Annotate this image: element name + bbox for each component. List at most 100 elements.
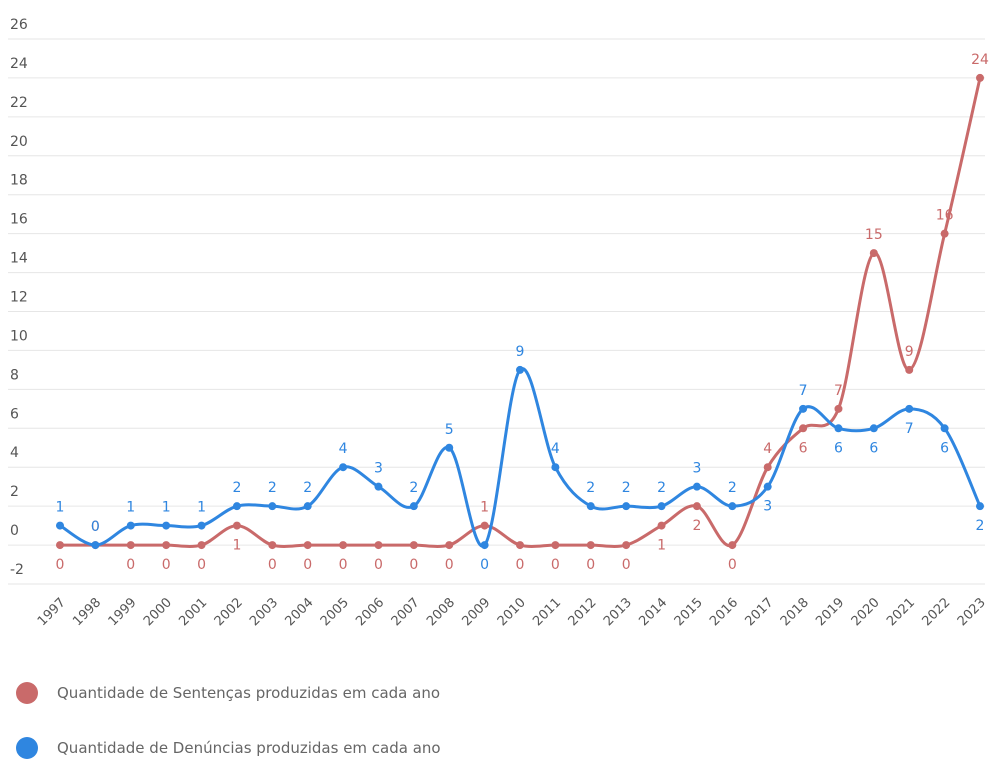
data-label: 0	[197, 557, 206, 573]
x-tick-label: 2007	[389, 595, 423, 629]
data-label: 1	[126, 500, 135, 516]
data-point	[374, 482, 383, 491]
data-label: 0	[622, 557, 631, 573]
data-point	[728, 541, 737, 550]
data-label: 5	[445, 422, 454, 438]
data-point	[905, 404, 914, 413]
data-point	[976, 73, 984, 82]
x-tick-label: 2009	[459, 595, 493, 629]
x-tick-label: 2022	[919, 595, 953, 629]
data-point	[197, 541, 206, 550]
data-point	[586, 502, 595, 511]
data-point	[303, 502, 312, 511]
data-point	[91, 541, 100, 550]
data-label: 0	[728, 557, 737, 573]
data-point	[268, 502, 277, 511]
data-point	[834, 424, 843, 433]
data-label: 0	[409, 557, 418, 573]
data-point	[728, 502, 737, 511]
data-point	[445, 443, 454, 452]
x-tick-label: 2001	[176, 595, 210, 629]
x-tick-label: 2013	[601, 595, 635, 629]
data-label: 0	[374, 557, 383, 573]
x-tick-label: 2020	[849, 595, 883, 629]
legend-marker	[16, 737, 38, 759]
y-tick-label: 14	[10, 251, 28, 267]
legend-label: Quantidade de Sentenças produzidas em ca…	[57, 684, 440, 702]
data-point	[692, 482, 701, 491]
data-label: 3	[374, 461, 383, 477]
data-label: 6	[799, 440, 808, 456]
data-label: 1	[197, 500, 206, 516]
data-label: 2	[303, 480, 312, 496]
data-point	[409, 541, 418, 550]
data-point	[905, 365, 914, 374]
data-label: 2	[622, 480, 631, 496]
data-label: 1	[480, 500, 489, 516]
data-label: 3	[763, 499, 772, 515]
x-tick-label: 1998	[70, 595, 104, 629]
data-point	[374, 541, 383, 550]
data-point	[126, 541, 135, 550]
y-tick-label: 4	[10, 445, 19, 461]
data-label: 16	[936, 208, 954, 224]
data-point	[622, 541, 631, 550]
y-tick-label: 20	[10, 134, 28, 150]
data-label: 2	[728, 480, 737, 496]
y-tick-label: -2	[10, 562, 24, 578]
y-tick-label: 8	[10, 367, 19, 383]
data-label: 2	[409, 480, 418, 496]
x-tick-label: 2008	[424, 595, 458, 629]
y-tick-label: 0	[10, 523, 19, 539]
data-label: 0	[480, 557, 489, 573]
y-tick-label: 26	[10, 17, 28, 33]
data-point	[586, 541, 595, 550]
y-tick-label: 16	[10, 212, 28, 228]
data-point	[339, 463, 348, 472]
x-tick-label: 2003	[247, 595, 281, 629]
x-tick-label: 2018	[778, 595, 812, 629]
data-point	[232, 502, 241, 511]
data-point	[869, 424, 878, 433]
x-tick-label: 2004	[283, 595, 317, 629]
x-tick-label: 2005	[318, 595, 352, 629]
x-tick-label: 2012	[566, 595, 600, 629]
data-point	[445, 541, 454, 550]
data-point	[162, 521, 171, 530]
data-point	[480, 521, 489, 530]
data-label: 0	[339, 557, 348, 573]
data-label: 0	[126, 557, 135, 573]
data-point	[516, 541, 524, 550]
data-label: 2	[586, 480, 595, 496]
x-tick-label: 1997	[35, 595, 69, 629]
data-label: 1	[162, 500, 171, 516]
data-point	[232, 521, 241, 530]
data-label: 0	[586, 557, 595, 573]
data-label: 2	[268, 480, 277, 496]
x-tick-label: 2017	[743, 595, 777, 629]
data-point	[516, 365, 524, 374]
x-tick-label: 2002	[212, 595, 246, 629]
data-label: 1	[657, 538, 666, 554]
data-point	[763, 482, 772, 491]
data-label: 7	[905, 421, 914, 437]
data-label: 4	[551, 441, 560, 457]
data-label: 9	[516, 344, 525, 360]
x-tick-label: 2015	[672, 595, 706, 629]
x-tick-label: 2023	[955, 595, 989, 629]
y-tick-label: 10	[10, 328, 28, 344]
data-label: 0	[268, 557, 277, 573]
data-label: 1	[232, 538, 241, 554]
data-point	[657, 502, 666, 511]
data-point	[657, 521, 666, 530]
data-point	[268, 541, 277, 550]
data-point	[551, 541, 560, 550]
data-label: 6	[869, 440, 878, 456]
data-point	[834, 404, 843, 413]
data-label: 0	[56, 557, 65, 573]
data-point	[339, 541, 348, 550]
data-label: 0	[162, 557, 171, 573]
data-label: 4	[339, 441, 348, 457]
data-label: 2	[692, 518, 701, 534]
